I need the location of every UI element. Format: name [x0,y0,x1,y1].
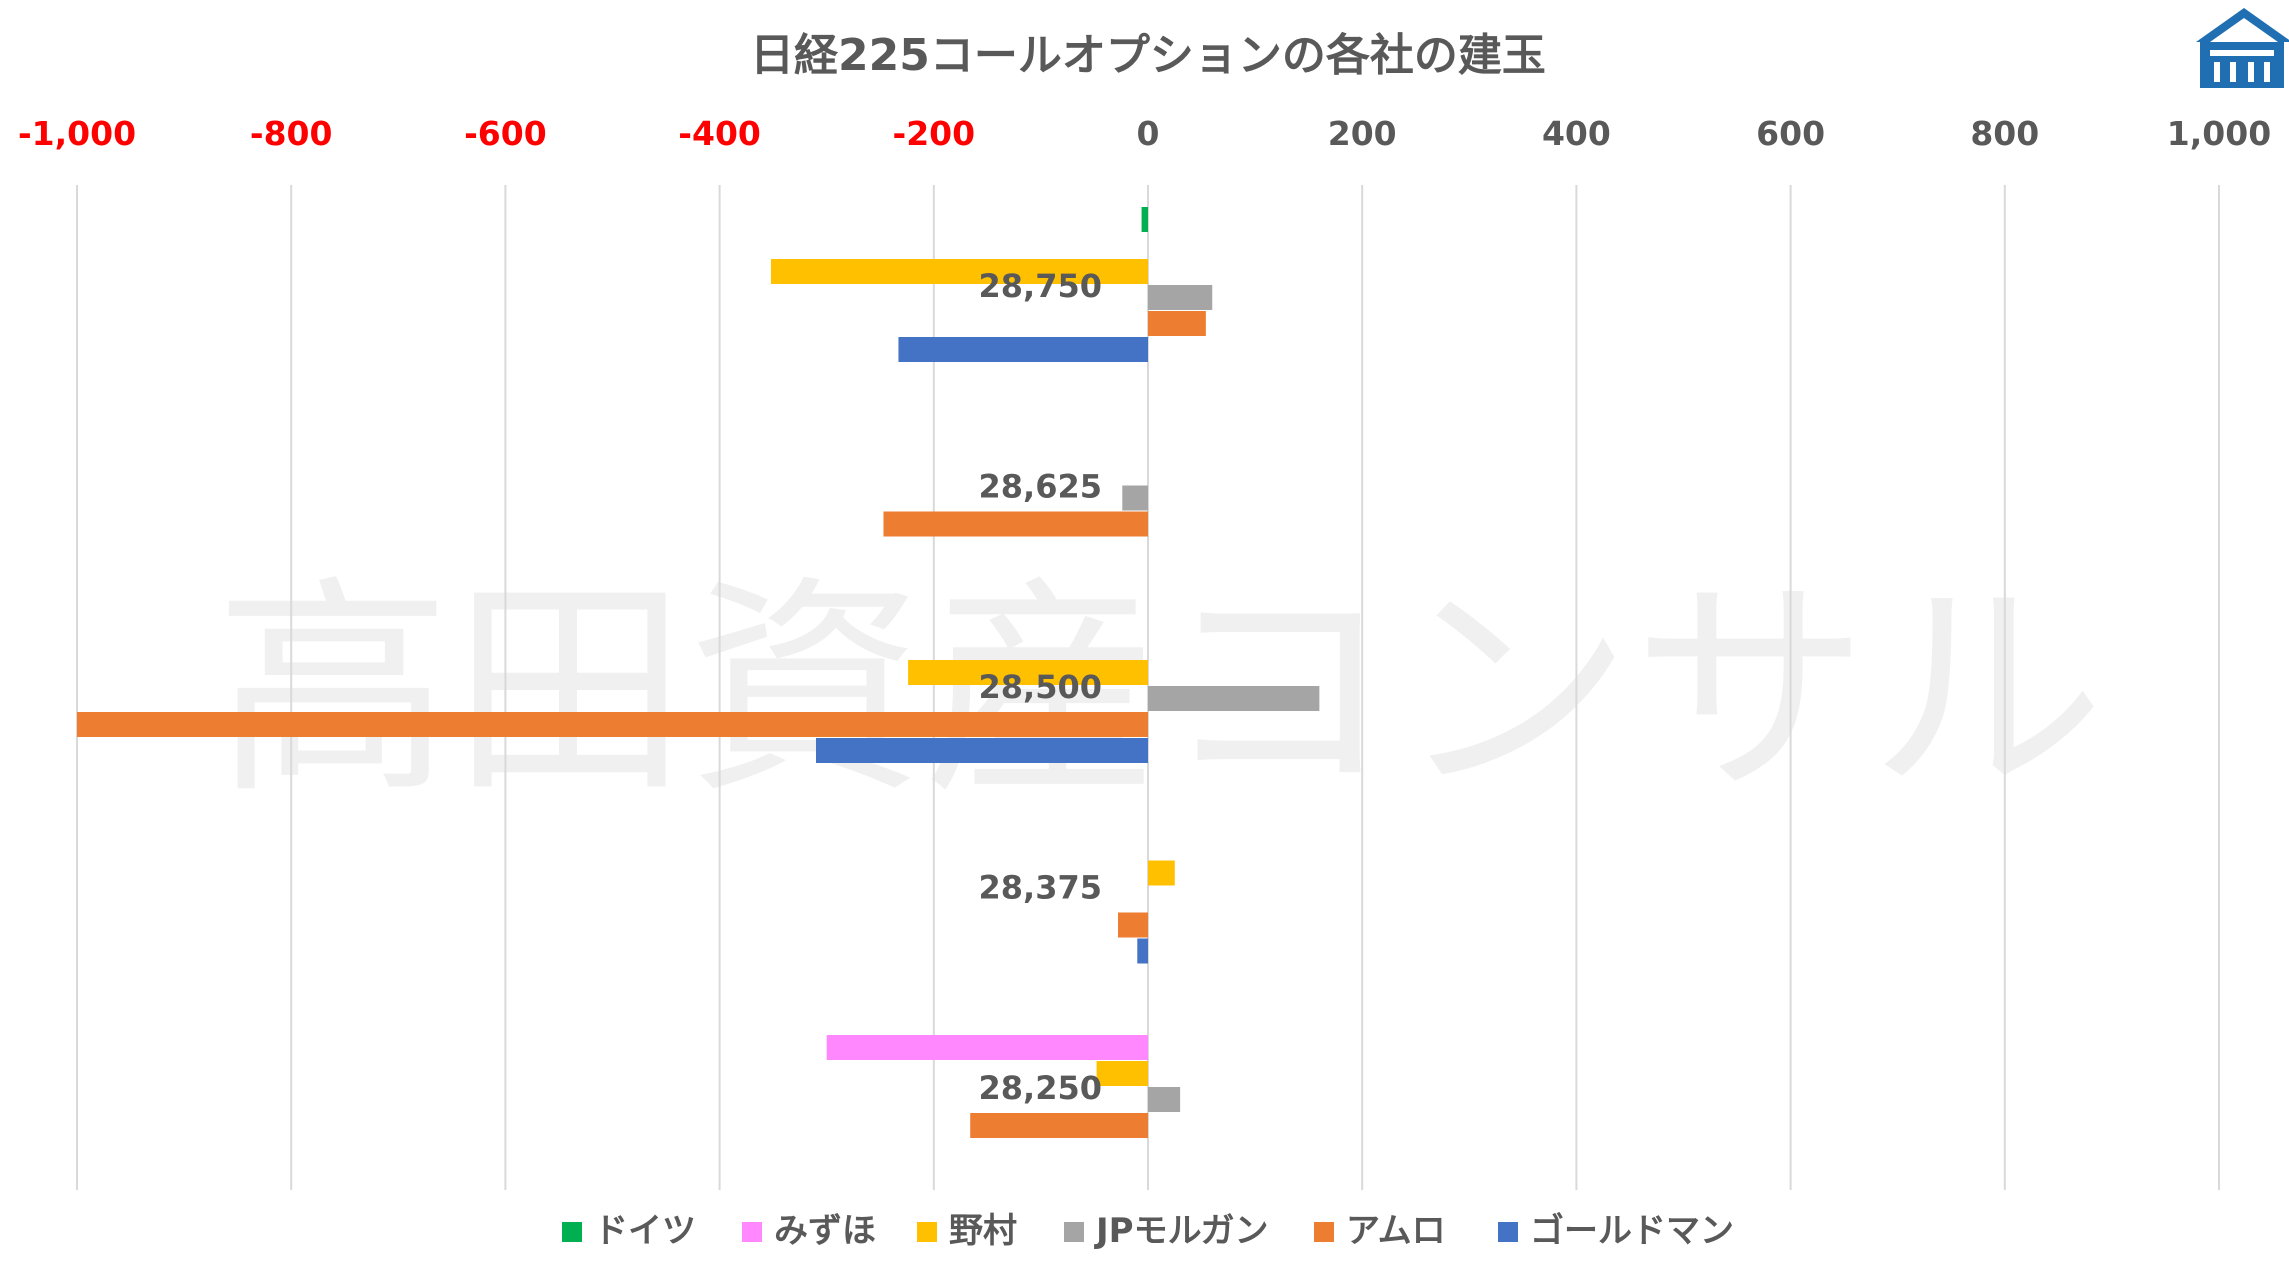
logo-line-4 [2248,62,2254,82]
bar [1096,1061,1148,1086]
bar [1148,285,1213,310]
grid [76,185,2220,1190]
axis-tick-label: 0 [1137,114,1160,153]
bar [77,712,1148,737]
bars [77,207,1320,1138]
axis-tick-label: 800 [1970,114,2039,153]
axis-tick-label: -1,000 [18,114,136,153]
category-label: 28,375 [979,869,1102,907]
category-label: 28,250 [979,1069,1102,1107]
chart-title: 日経225コールオプションの各社の建玉 [750,30,1546,81]
bar [826,1035,1148,1060]
axis-tick-label: 600 [1756,114,1825,153]
legend-label: みずほ [774,1211,876,1251]
bar [908,660,1148,685]
bar [1148,1087,1181,1112]
bar [815,738,1148,763]
axis-tick-label: 1,000 [2167,114,2271,153]
legend: ドイツ みずほ 野村 JPモルガン アムロ ゴールドマン [562,1211,1734,1251]
legend-swatch [917,1222,937,1242]
bar [771,259,1148,284]
bar [1137,938,1148,964]
axis-tick-label: -800 [250,114,333,153]
bar [1148,686,1320,711]
logo-line-1 [2210,50,2274,56]
bar [1148,311,1206,336]
legend-label: 野村 [949,1211,1017,1251]
category-labels: 28,750 28,625 28,500 28,375 28,250 [979,267,1102,1107]
axis-tick-label: 200 [1328,114,1397,153]
logo-roof-inner [2210,18,2278,42]
legend-swatch [742,1222,762,1242]
legend-label: ゴールドマン [1530,1211,1734,1251]
legend-label: JPモルガン [1094,1211,1269,1251]
legend-swatch [1064,1222,1084,1242]
legend-swatch [1314,1222,1334,1242]
bar [1141,207,1148,232]
legend-label: ドイツ [594,1211,696,1251]
legend-swatch [562,1222,582,1242]
house-logo-icon [2196,8,2289,88]
bar [1122,485,1148,511]
axis-tick-label: -200 [893,114,976,153]
axis-tick-label: -600 [464,114,547,153]
bar [883,511,1148,537]
bar [898,337,1148,362]
legend-label: アムロ [1346,1211,1446,1251]
logo-line-3 [2230,62,2236,82]
logo-line-2 [2214,62,2220,82]
category-label: 28,750 [979,267,1102,305]
bar [1148,860,1175,886]
logo-base [2200,42,2284,88]
category-label: 28,625 [979,468,1102,506]
legend-swatch [1498,1222,1518,1242]
axis-tick-label: -400 [678,114,761,153]
category-label: 28,500 [979,668,1102,706]
axis-tick-labels: -1,000 -800 -600 -400 -200 0 200 400 600 800 1,000 [18,114,2271,153]
axis-tick-label: 400 [1542,114,1611,153]
logo-line-5 [2264,62,2270,82]
bar [1118,912,1148,938]
bar [970,1113,1148,1138]
